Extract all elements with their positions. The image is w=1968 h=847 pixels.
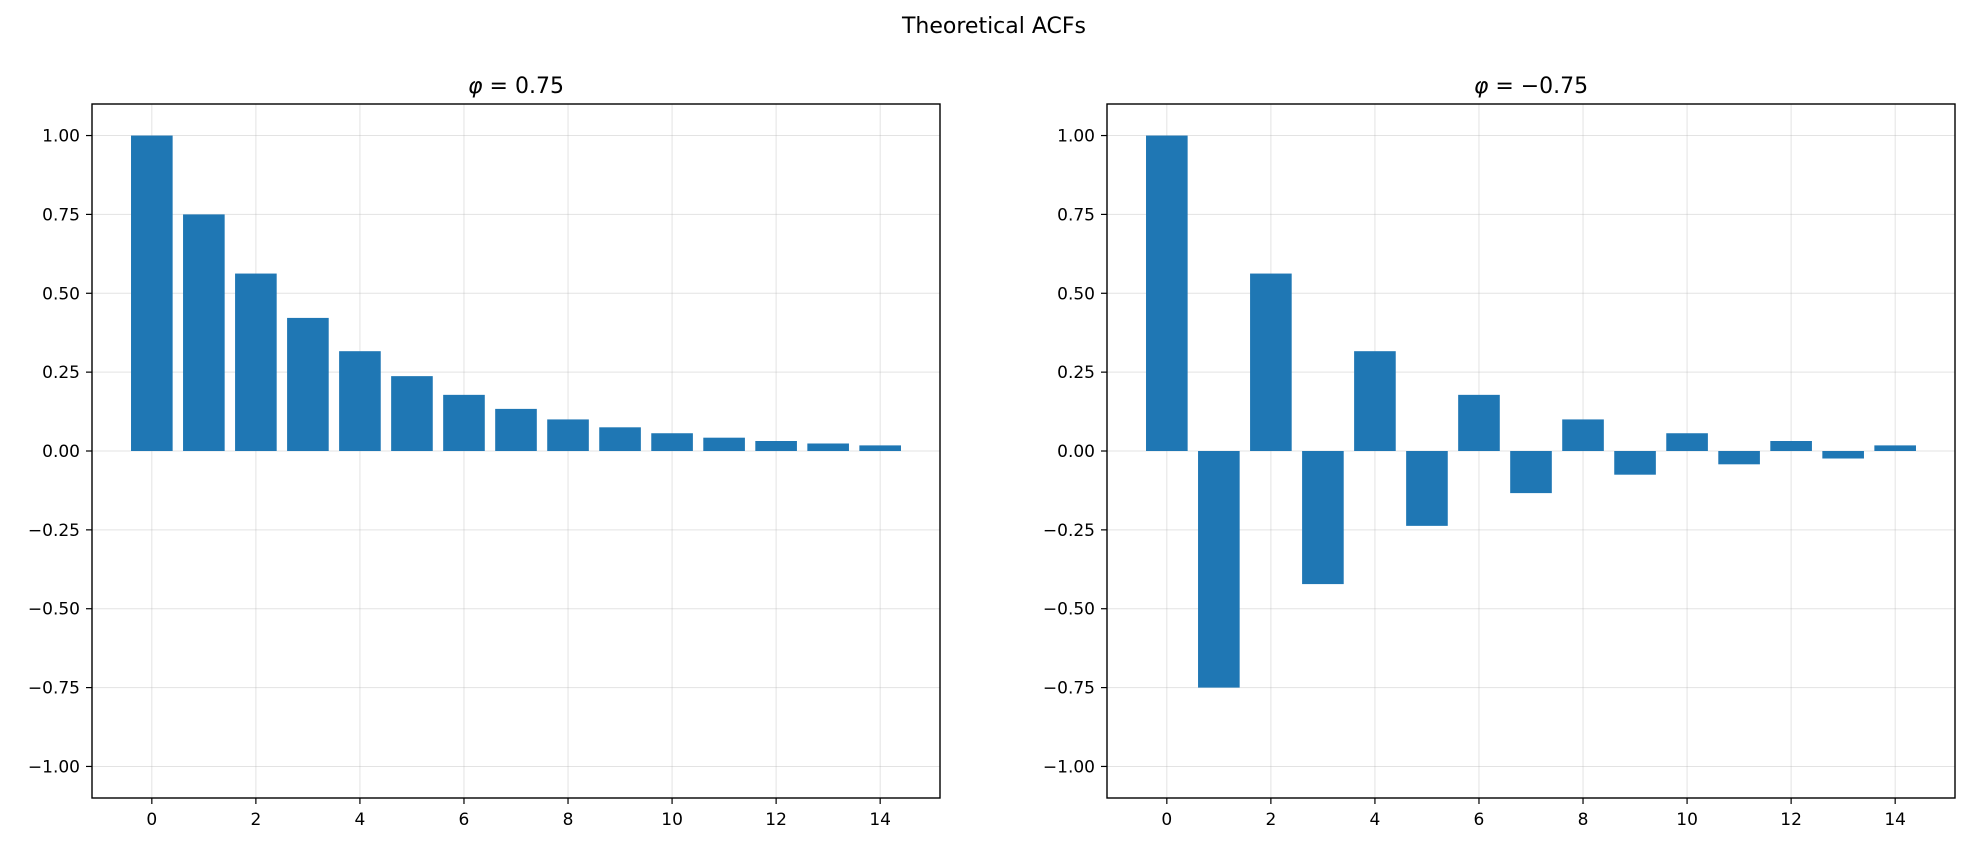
axis-ticks: 0 2 4 6 8 10 12 14 −1.00 −0.75 −0.50 −0.25 0.00 0.25 0… — [28, 127, 891, 830]
axis-ticks: 0 2 4 6 8 10 12 14 −1.00 −0.75 −0.50 −0.25 0.00 0.25 0… — [1043, 127, 1906, 830]
x-tick-label: 8 — [563, 810, 574, 830]
subplot-title: φ = 0.75 — [468, 74, 564, 99]
bar-lag-2 — [1250, 273, 1292, 451]
y-tick-label: −0.50 — [1043, 600, 1095, 620]
y-tick-label: 1.00 — [1057, 127, 1095, 147]
bar-lag-14 — [859, 445, 901, 451]
phi-value: = 0.75 — [483, 74, 564, 99]
bar-lag-2 — [235, 273, 277, 451]
x-tick-label: 14 — [1884, 810, 1906, 830]
y-tick-label: −1.00 — [1043, 757, 1095, 777]
x-tick-label: 6 — [1474, 810, 1485, 830]
y-tick-label: −0.50 — [28, 600, 80, 620]
bar-lag-9 — [599, 427, 641, 451]
y-tick-label: 0.25 — [42, 363, 80, 383]
y-tick-label: −0.75 — [1043, 679, 1095, 699]
y-tick-label: 0.75 — [42, 205, 80, 225]
x-tick-label: 4 — [355, 810, 366, 830]
bar-lag-0 — [1146, 135, 1188, 451]
x-tick-label: 2 — [1265, 810, 1276, 830]
bar-lag-0 — [131, 135, 173, 451]
y-tick-label: −1.00 — [28, 757, 80, 777]
bar-lag-10 — [1666, 433, 1708, 451]
x-tick-label: 8 — [1578, 810, 1589, 830]
x-tick-label: 14 — [869, 810, 891, 830]
bar-lag-10 — [651, 433, 693, 451]
phi-value: = −0.75 — [1488, 74, 1588, 99]
y-tick-label: 0.75 — [1057, 205, 1095, 225]
bar-lag-1 — [1198, 451, 1240, 688]
bar-lag-5 — [1406, 451, 1448, 526]
bar-lag-13 — [807, 443, 849, 451]
bar-lag-6 — [1458, 394, 1500, 451]
bar-lag-7 — [1510, 451, 1552, 494]
axes-frame — [1106, 103, 1956, 799]
x-tick-label: 10 — [1676, 810, 1698, 830]
y-tick-label: 1.00 — [42, 127, 80, 147]
y-tick-label: 0.50 — [42, 284, 80, 304]
x-tick-label: 0 — [146, 810, 157, 830]
x-tick-label: 0 — [1161, 810, 1172, 830]
y-tick-label: 0.00 — [1057, 442, 1095, 462]
axes-frame — [91, 103, 941, 799]
x-tick-label: 2 — [250, 810, 261, 830]
bar-lag-13 — [1822, 451, 1864, 459]
bar-lag-7 — [495, 408, 537, 451]
x-tick-label: 12 — [1780, 810, 1802, 830]
phi-symbol: φ — [468, 74, 483, 99]
x-tick-label: 12 — [765, 810, 787, 830]
y-tick-label: −0.25 — [1043, 521, 1095, 541]
y-tick-label: 0.50 — [1057, 284, 1095, 304]
bar-lag-14 — [1874, 445, 1916, 451]
y-tick-label: 0.00 — [42, 442, 80, 462]
bar-lag-6 — [443, 394, 485, 451]
phi-symbol: φ — [1474, 74, 1489, 99]
bar-lag-3 — [1302, 451, 1344, 585]
bars — [1146, 135, 1916, 688]
subplot-title: φ = −0.75 — [1474, 74, 1588, 99]
y-tick-label: −0.25 — [28, 521, 80, 541]
bar-lag-11 — [1718, 451, 1760, 465]
subplot-phi-positive: φ = 0.75 0 2 4 6 8 10 12 14 −1.00 −0.75 −0.50 −0.25… — [28, 74, 941, 830]
figure-title: Theoretical ACFs — [901, 14, 1086, 39]
bar-lag-4 — [1354, 351, 1396, 451]
bar-lag-4 — [339, 351, 381, 451]
x-tick-label: 6 — [459, 810, 470, 830]
bar-lag-12 — [755, 441, 797, 451]
bar-lag-3 — [287, 317, 329, 451]
bar-lag-8 — [1562, 419, 1604, 451]
y-tick-label: −0.75 — [28, 679, 80, 699]
subplot-phi-negative: φ = −0.75 0 2 4 6 8 10 12 14 −1.00 −0.75 −0.50 −0.2… — [1043, 74, 1956, 830]
bar-lag-1 — [183, 214, 225, 451]
bars — [131, 135, 901, 451]
bar-lag-11 — [703, 437, 745, 451]
x-tick-label: 10 — [661, 810, 683, 830]
bar-lag-5 — [391, 376, 433, 451]
bar-lag-9 — [1614, 451, 1656, 475]
bar-lag-12 — [1770, 441, 1812, 451]
x-tick-label: 4 — [1370, 810, 1381, 830]
bar-lag-8 — [547, 419, 589, 451]
y-tick-label: 0.25 — [1057, 363, 1095, 383]
